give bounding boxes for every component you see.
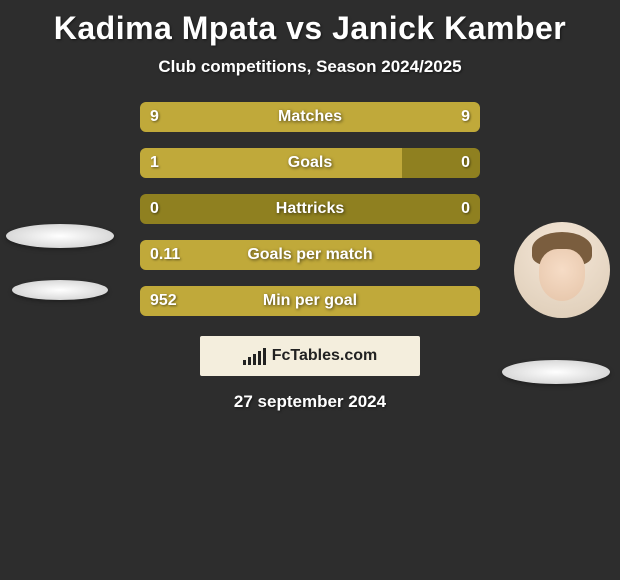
date-text: 27 september 2024: [234, 392, 386, 412]
stat-label: Goals: [288, 154, 332, 172]
stat-fill-left: [140, 148, 402, 178]
stat-bar: 0.11 Goals per match: [140, 240, 480, 270]
stat-left-value: 0: [150, 200, 159, 218]
ellipse-decor: [12, 280, 108, 300]
page-subtitle: Club competitions, Season 2024/2025: [158, 57, 461, 77]
stat-label: Hattricks: [276, 200, 344, 218]
stat-right-value: 9: [461, 108, 470, 126]
stat-bar: 9 Matches 9: [140, 102, 480, 132]
avatar: [514, 222, 610, 318]
stat-left-value: 9: [150, 108, 159, 126]
stat-bars: 9 Matches 9 1 Goals 0 0 Hattricks 0 0.11 Goals per…: [140, 102, 480, 316]
stat-right-value: 0: [461, 154, 470, 172]
stat-left-value: 1: [150, 154, 159, 172]
ellipse-decor: [502, 360, 610, 384]
ellipse-decor: [6, 224, 114, 248]
stat-bar: 1 Goals 0: [140, 148, 480, 178]
stat-left-value: 952: [150, 292, 177, 310]
stat-bar: 952 Min per goal: [140, 286, 480, 316]
stat-label: Goals per match: [247, 246, 372, 264]
attribution-text: FcTables.com: [272, 347, 378, 365]
left-avatar-col: [6, 224, 114, 300]
stat-label: Matches: [278, 108, 342, 126]
bar-chart-icon: [243, 347, 266, 365]
page-title: Kadima Mpata vs Janick Kamber: [54, 10, 566, 47]
attribution-badge: FcTables.com: [200, 336, 420, 376]
stat-label: Min per goal: [263, 292, 357, 310]
stat-right-value: 0: [461, 200, 470, 218]
stat-left-value: 0.11: [150, 246, 180, 264]
comparison-panel: 9 Matches 9 1 Goals 0 0 Hattricks 0 0.11 Goals per…: [0, 102, 620, 316]
stat-bar: 0 Hattricks 0: [140, 194, 480, 224]
right-avatar-col: [514, 222, 610, 318]
